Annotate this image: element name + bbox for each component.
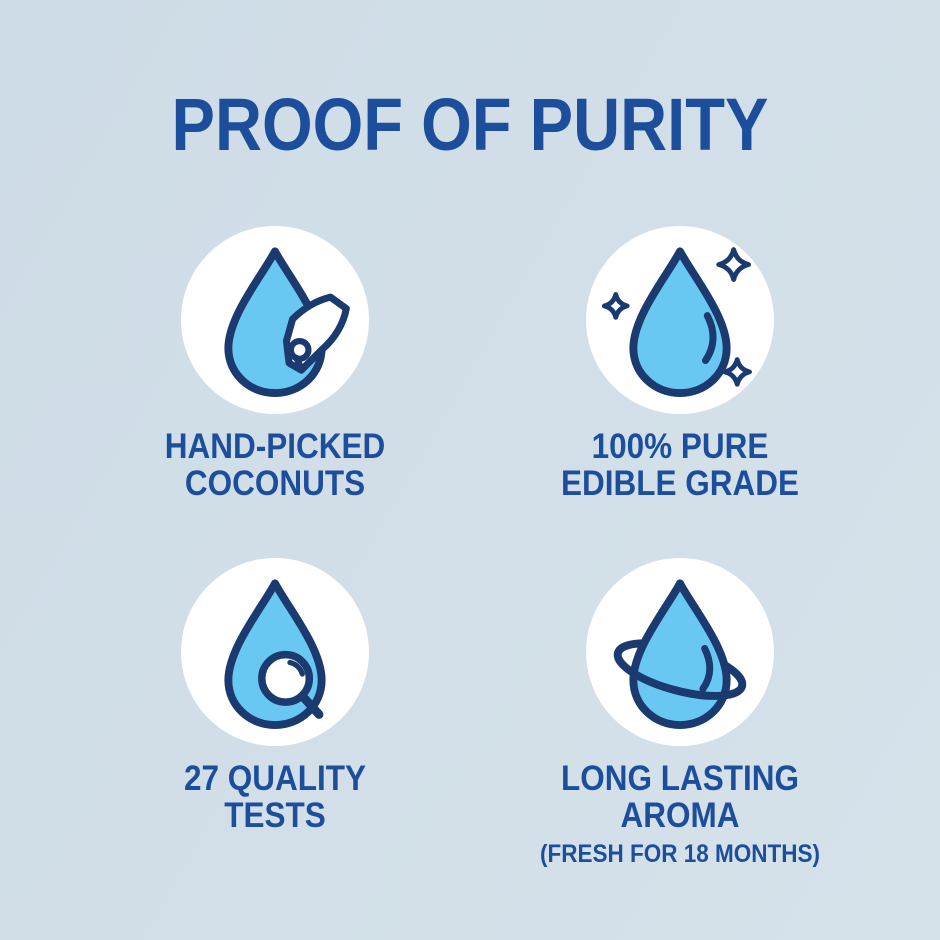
feature-label: LONG LASTING AROMA xyxy=(509,759,851,835)
feature-label-line2: TESTS xyxy=(224,795,326,835)
feature-label: 27 QUALITY TESTS xyxy=(104,759,446,835)
feature-label-line1: HAND-PICKED xyxy=(164,427,386,466)
feature-icon-circle xyxy=(586,226,774,414)
feature-card-quality-tests: 27 QUALITY TESTS xyxy=(85,558,465,835)
feature-icon-circle xyxy=(586,558,774,746)
feature-label-line2: AROMA xyxy=(620,795,740,835)
page-title: PROOF OF PURITY xyxy=(171,83,769,166)
feature-label: 100% PURE EDIBLE GRADE xyxy=(509,427,851,503)
droplet-magnifier-icon xyxy=(224,579,326,729)
droplet-orbit-icon xyxy=(613,579,747,729)
feature-label-line1: 100% PURE xyxy=(591,427,769,466)
feature-card-edible-grade: 100% PURE EDIBLE GRADE xyxy=(490,226,870,503)
feature-label-line2: COCONUTS xyxy=(184,463,366,503)
feature-label-line1: LONG LASTING xyxy=(561,759,799,798)
droplet-hand-icon xyxy=(224,247,350,397)
feature-card-long-lasting-aroma: LONG LASTING AROMA (FRESH FOR 18 MONTHS) xyxy=(490,558,870,869)
feature-label-line2: EDIBLE GRADE xyxy=(560,463,800,503)
feature-label: HAND-PICKED COCONUTS xyxy=(104,427,446,503)
feature-note: (FRESH FOR 18 MONTHS) xyxy=(539,839,821,868)
droplet-sparkles-icon xyxy=(601,247,752,397)
feature-icon-circle xyxy=(181,226,369,414)
feature-icon-circle xyxy=(181,558,369,746)
feature-label-line1: 27 QUALITY xyxy=(183,759,367,798)
feature-card-hand-picked: HAND-PICKED COCONUTS xyxy=(85,226,465,503)
